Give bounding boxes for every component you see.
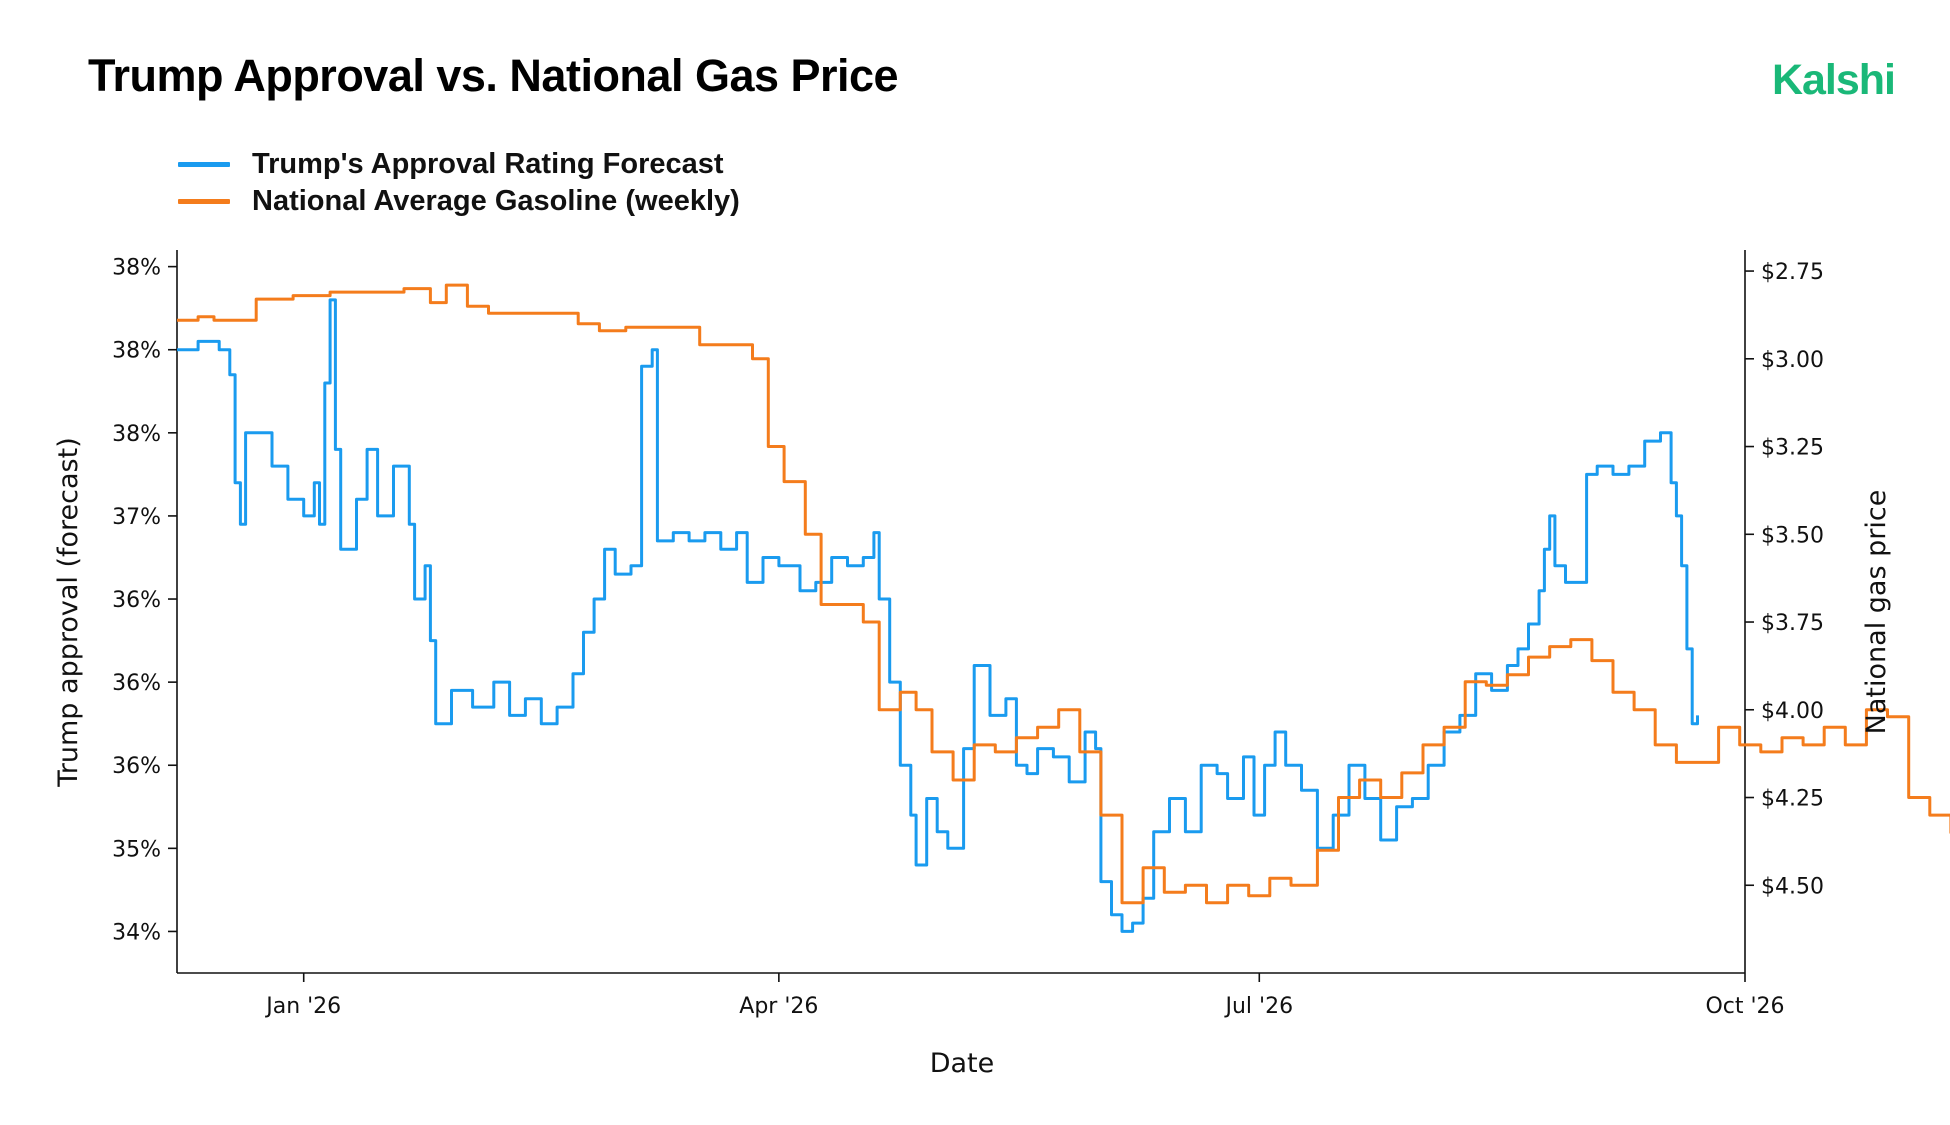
- y-axis-title-right: National gas price: [1861, 490, 1892, 735]
- x-tick-label: Oct '26: [1705, 994, 1784, 1019]
- gasoline-series-line: [177, 283, 1950, 905]
- y-tick-label-right: $3.75: [1761, 611, 1824, 636]
- y-tick-label-left: 36%: [112, 588, 161, 613]
- y-tick-label-right: $4.00: [1761, 699, 1824, 724]
- series: [177, 283, 1950, 933]
- chart-title: Trump Approval vs. National Gas Price: [88, 50, 899, 101]
- y-axis-title-left: Trump approval (forecast): [53, 437, 84, 787]
- x-tick-label: Jul '26: [1223, 994, 1293, 1019]
- y-tick-label-right: $3.00: [1761, 348, 1824, 373]
- x-tick-label: Apr '26: [739, 994, 818, 1019]
- y-tick-label-left: 38%: [112, 339, 161, 364]
- x-axis-title: Date: [930, 1048, 995, 1079]
- x-tick-label: Jan '26: [264, 994, 341, 1019]
- y-tick-label-right: $3.25: [1761, 436, 1824, 461]
- legend: Trump's Approval Rating Forecast Nationa…: [178, 146, 740, 220]
- approval-series-line: [177, 298, 1699, 933]
- legend-label-gasoline: National Average Gasoline (weekly): [252, 185, 740, 217]
- legend-item-approval: Trump's Approval Rating Forecast: [178, 146, 740, 183]
- y-tick-label-right: $3.50: [1761, 523, 1824, 548]
- axes: 34% 35% 36% 36% 36% 37% 38% 38% 38% $2.75 $3.00 $3.…: [112, 250, 1824, 1019]
- legend-label-approval: Trump's Approval Rating Forecast: [252, 148, 724, 180]
- y-tick-label-left: 35%: [112, 837, 161, 862]
- y-tick-label-right: $2.75: [1761, 260, 1824, 285]
- y-tick-label-left: 34%: [112, 920, 161, 945]
- kalshi-logo: Kalshi: [1771, 56, 1896, 104]
- y-tick-label-right: $4.25: [1761, 787, 1824, 812]
- legend-swatch-approval: [178, 162, 230, 167]
- y-tick-label-left: 36%: [112, 754, 161, 779]
- y-tick-label-right: $4.50: [1761, 874, 1824, 899]
- y-tick-label-left: 36%: [112, 671, 161, 696]
- y-tick-label-left: 38%: [112, 422, 161, 447]
- y-tick-label-left: 37%: [112, 505, 161, 530]
- y-tick-label-left: 38%: [112, 256, 161, 281]
- legend-item-gasoline: National Average Gasoline (weekly): [178, 183, 740, 220]
- legend-swatch-gasoline: [178, 199, 230, 204]
